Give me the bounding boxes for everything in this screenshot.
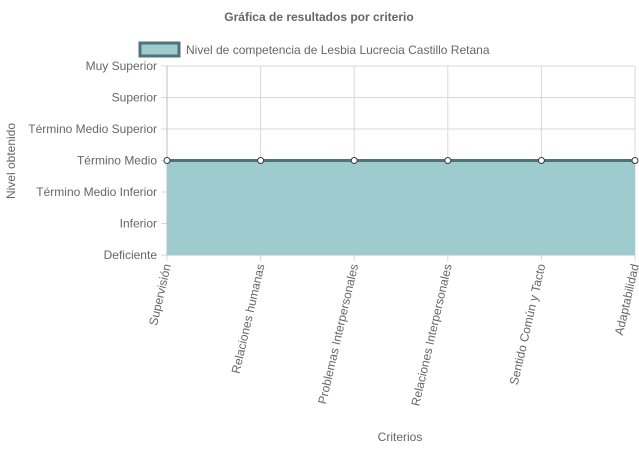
y-axis-ticks: Deficiente Inferior Término Medio Inferior… — [28, 59, 157, 262]
x-tick-label: Problemas Interpersonales — [315, 263, 361, 406]
x-axis-title: Criterios — [378, 430, 423, 444]
y-tick-label: Término Medio — [77, 154, 157, 168]
y-tick-label: Inferior — [120, 217, 157, 231]
series-area — [167, 160, 635, 255]
x-tick-label: Adaptabilidad — [612, 263, 639, 337]
x-tick-label: Supervisión — [146, 263, 174, 327]
legend[interactable]: Nivel de competencia de Lesbia Lucrecia … — [138, 41, 490, 58]
y-axis-title: Nivel obtenido — [4, 123, 18, 199]
data-point[interactable] — [163, 157, 171, 164]
data-point[interactable] — [257, 157, 265, 164]
legend-label: Nivel de competencia de Lesbia Lucrecia … — [186, 43, 490, 57]
data-point[interactable] — [537, 157, 545, 164]
x-tick-label: Relaciones humanas — [229, 263, 268, 375]
series-points — [163, 157, 639, 164]
data-point[interactable] — [350, 157, 358, 164]
data-point[interactable] — [631, 157, 639, 164]
x-tick-label: Sentido Común y Tacto — [507, 262, 549, 386]
data-point[interactable] — [444, 157, 452, 164]
y-tick-label: Término Medio Inferior — [36, 185, 157, 199]
y-tick-label: Deficiente — [104, 248, 158, 262]
x-tick-label: Relaciones Interpersonales — [408, 263, 454, 408]
x-axis-ticks: Supervisión Relaciones humanas Problemas I… — [146, 262, 639, 407]
legend-swatch — [138, 41, 181, 58]
chart-title: Gráfica de resultados por criterio — [224, 10, 413, 24]
y-tick-label: Superior — [112, 91, 157, 105]
y-tick-label: Muy Superior — [86, 59, 157, 73]
y-tick-label: Término Medio Superior — [28, 122, 157, 136]
